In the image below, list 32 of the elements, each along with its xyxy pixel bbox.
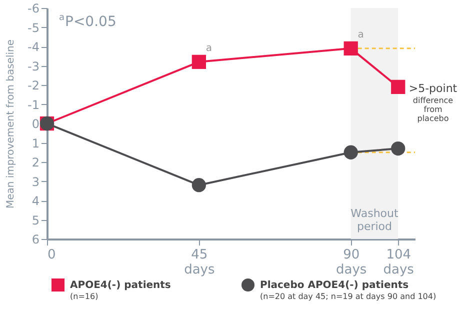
y-tick-label: -1 — [28, 98, 40, 112]
point — [391, 141, 406, 156]
y-tick-label: -6 — [28, 2, 40, 16]
y-tick-label: 4 — [32, 194, 40, 208]
y-tick-label: 6 — [32, 232, 40, 246]
y-tick-label: 5 — [32, 213, 40, 228]
x-tick-label: 90 days — [336, 248, 367, 278]
annotation: >5-point difference from placebo — [408, 82, 458, 123]
band-label: Washout period — [350, 207, 399, 233]
y-tick-label: 3 — [32, 174, 40, 189]
y-tick-label: 2 — [32, 156, 40, 170]
y-axis-title: Mean improvement from baseline — [6, 39, 17, 209]
y-tick-label: -5 — [28, 20, 40, 35]
y-tick-label: -4 — [28, 40, 40, 54]
x-tick-label: 104 days — [383, 248, 414, 278]
y-tick-label: 1 — [32, 136, 40, 150]
point — [192, 178, 206, 192]
point — [192, 54, 206, 69]
annotation: a — [206, 42, 212, 54]
y-tick-label: -3 — [28, 59, 40, 74]
point — [391, 80, 406, 94]
annotation: a — [358, 29, 364, 40]
point — [344, 41, 358, 56]
x-tick-label: 45 days — [184, 248, 215, 278]
y-tick-label: -2 — [28, 78, 40, 92]
y-tick-label: 0 — [32, 117, 40, 131]
point — [344, 145, 358, 160]
x-tick-label: 0 — [48, 248, 56, 262]
text: (n=20 at day 45; n=19 at days 90 and 104) — [260, 292, 436, 301]
legend-label: APOE4(-) patients — [70, 280, 171, 291]
text: (n=16) — [70, 292, 98, 301]
legend-label: Placebo APOE4(-) patients — [260, 280, 409, 291]
